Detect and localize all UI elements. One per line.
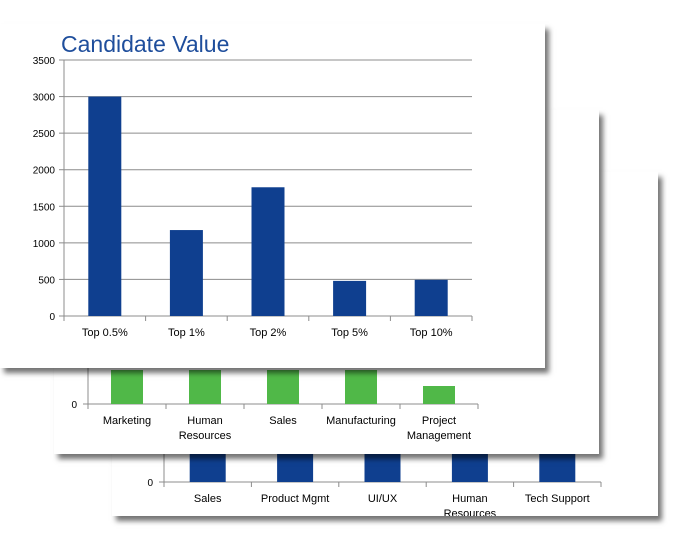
x-tick-label: Sales [269, 415, 297, 427]
x-tick-label: Sales [194, 493, 222, 505]
bar [189, 370, 221, 404]
y-tick-label: 0 [49, 312, 55, 323]
front-chart-card: Candidate Value 0 500 1000 1500 2000 2500 3000… [0, 24, 545, 368]
x-tick-label: Tech Support [525, 493, 590, 505]
bar [88, 96, 122, 316]
x-tick-label: Top 5% [331, 327, 368, 339]
x-tick-label: Top 10% [410, 327, 453, 339]
x-tick-label: Product Mgmt [261, 493, 329, 505]
y-tick-label: 3500 [33, 56, 56, 67]
x-tick-label: Human Resources [179, 415, 232, 442]
bar [345, 370, 377, 404]
y-tick-label: 3000 [33, 93, 56, 104]
x-tick-label: Manufacturing [326, 415, 396, 427]
bar [169, 230, 203, 316]
bar [414, 279, 448, 316]
middle-chart: 0 Marketing Human Resources Sales Manufacturi… [71, 110, 479, 442]
x-tick-label: UI/UX [368, 493, 398, 505]
y-tick-label: 2500 [33, 129, 56, 140]
y-tick-label: 2000 [33, 166, 56, 177]
y-tick-label: 0 [71, 400, 77, 411]
bar [423, 386, 455, 404]
x-tick-label: Human Resources [444, 493, 497, 516]
x-tick-label: Top 1% [168, 327, 205, 339]
x-tick-label: Top 2% [250, 327, 287, 339]
y-tick-label: 500 [38, 275, 55, 286]
x-tick-label: Project Management [407, 415, 471, 442]
x-tick-label: Top 0.5% [82, 327, 128, 339]
x-tick-label: Marketing [103, 415, 151, 427]
y-tick-label: 0 [147, 478, 153, 489]
bar [267, 370, 299, 404]
y-tick-label: 1500 [33, 202, 56, 213]
chart-title: Candidate Value [61, 31, 229, 57]
y-tick-label: 1000 [33, 239, 56, 250]
candidate-value-chart: Candidate Value 0 500 1000 1500 2000 2500 3000… [33, 31, 473, 339]
bar [111, 370, 143, 404]
bar [333, 280, 367, 316]
bar [251, 187, 285, 316]
